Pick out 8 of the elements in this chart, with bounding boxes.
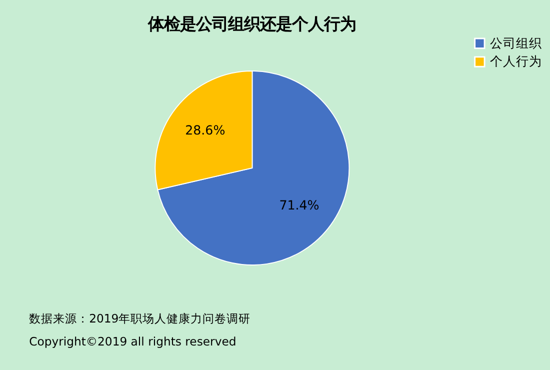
legend-label: 个人行为	[490, 54, 542, 69]
source-note: 数据来源：2019年职场人健康力问卷调研	[29, 311, 251, 326]
data-label: 28.6%	[185, 122, 226, 138]
chart-title: 体检是公司组织还是个人行为	[147, 14, 356, 34]
text: Copyright©2019 all rights reserved	[29, 334, 236, 349]
data-label: 71.4%	[279, 197, 320, 212]
legend-label: 公司组织	[490, 35, 542, 50]
pie-slice	[157, 70, 350, 266]
